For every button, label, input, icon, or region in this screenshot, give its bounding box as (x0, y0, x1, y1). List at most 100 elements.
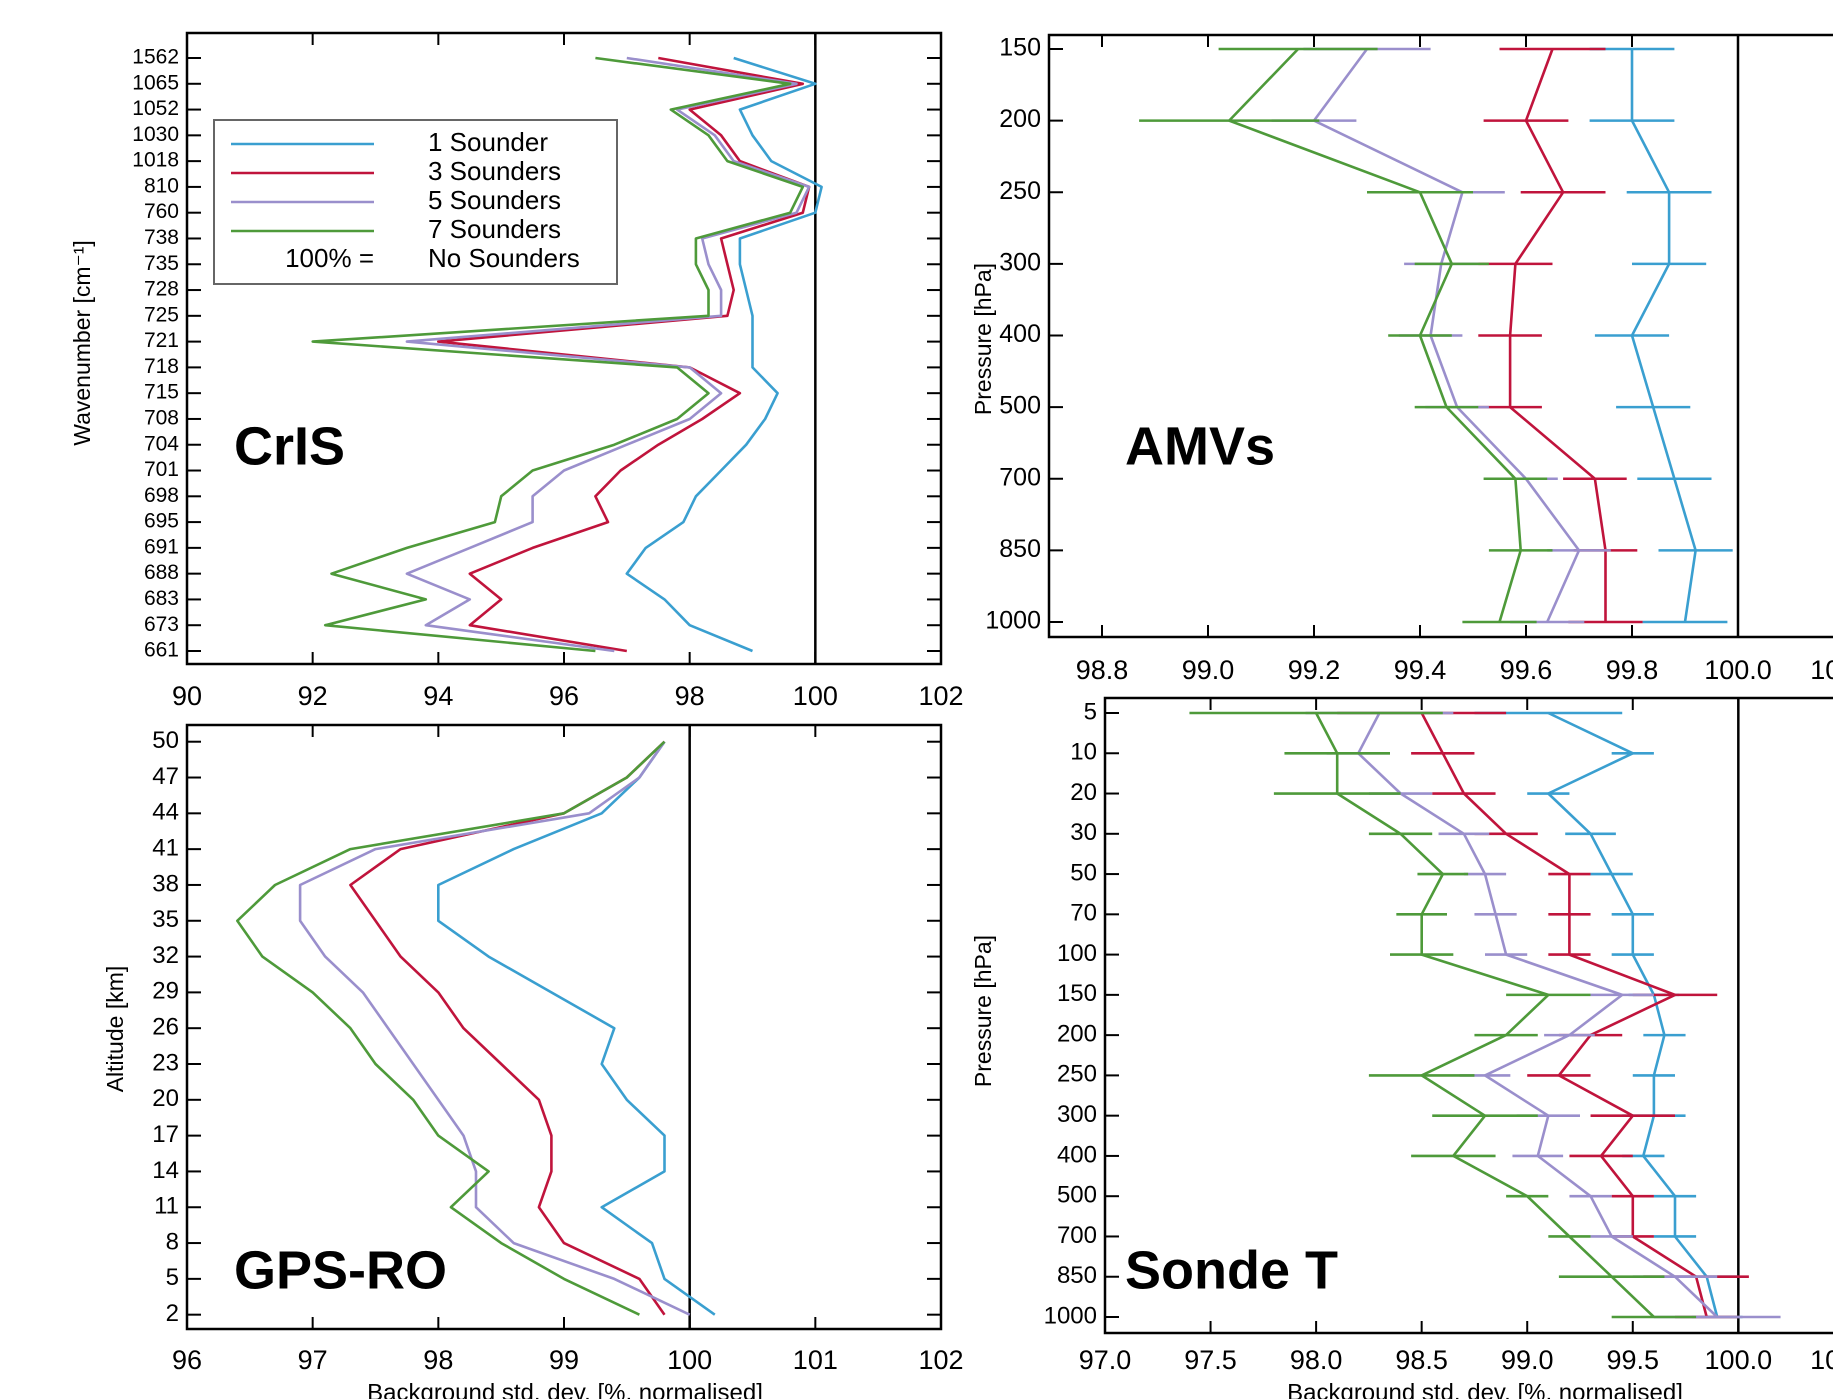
x-tick-label: 90 (172, 681, 202, 711)
y-tick-label: 300 (999, 248, 1041, 276)
legend-label: No Sounders (428, 243, 580, 273)
x-tick-label: 99.6 (1500, 655, 1553, 685)
y-tick-label: 704 (144, 432, 179, 455)
y-tick-label: 50 (152, 727, 179, 754)
y-tick-label: 250 (1057, 1061, 1097, 1088)
legend-label: 5 Sounders (428, 185, 561, 215)
x-tick-label: 98 (423, 1345, 453, 1375)
series-line (1357, 712, 1719, 1318)
x-tick-label: 100.0 (1705, 1345, 1773, 1375)
axis-title: Pressure [hPa] (970, 935, 996, 1087)
x-tick-label: 99.0 (1501, 1345, 1554, 1375)
y-tick-label: 26 (152, 1014, 179, 1041)
panel-label: CrIS (234, 416, 345, 476)
x-tick-label: 96 (549, 681, 579, 711)
y-tick-label: 1018 (132, 149, 179, 172)
y-tick-label: 850 (1057, 1262, 1097, 1289)
y-tick-label: 17 (152, 1121, 179, 1148)
x-tick-label: 97.5 (1184, 1345, 1237, 1375)
series-line (1314, 712, 1655, 1318)
y-tick-label: 300 (1057, 1101, 1097, 1128)
y-tick-label: 1030 (132, 123, 179, 146)
y-tick-label: 725 (144, 303, 179, 326)
y-tick-label: 8 (166, 1228, 179, 1255)
series-line (298, 740, 691, 1316)
y-tick-label: 691 (144, 535, 179, 558)
y-tick-label: 735 (144, 252, 179, 275)
y-tick-label: 44 (152, 799, 179, 826)
series-line (437, 740, 716, 1316)
y-tick-label: 673 (144, 613, 179, 636)
y-tick-label: 250 (999, 177, 1041, 205)
y-tick-label: 10 (1070, 739, 1097, 766)
y-tick-label: 100 (1057, 940, 1097, 967)
y-tick-label: 11 (154, 1193, 179, 1220)
axis-title: Background std. dev. [%, normalised] (1287, 1379, 1683, 1399)
x-tick-label: 99 (549, 1345, 579, 1375)
y-tick-label: 14 (152, 1157, 179, 1184)
y-tick-label: 1000 (985, 607, 1041, 635)
y-tick-label: 150 (1057, 980, 1097, 1007)
x-tick-label: 96 (172, 1345, 202, 1375)
y-tick-label: 810 (144, 174, 179, 197)
x-tick-label: 92 (298, 681, 328, 711)
x-tick-label: 101 (793, 1345, 838, 1375)
y-tick-label: 695 (144, 510, 179, 533)
plot-frame (1103, 696, 1833, 1335)
y-tick-label: 718 (144, 355, 179, 378)
axis-title: Wavenumber [cm⁻¹] (69, 240, 95, 446)
series-line (1547, 711, 1719, 1318)
x-tick-label: 99.8 (1606, 655, 1659, 685)
y-tick-label: 23 (152, 1049, 179, 1076)
y-tick-label: 738 (144, 226, 179, 249)
y-tick-label: 38 (152, 870, 179, 897)
y-tick-label: 715 (144, 381, 179, 404)
legend-label: 7 Sounders (428, 214, 561, 244)
y-tick-label: 700 (1057, 1222, 1097, 1249)
axis-title: Altitude [km] (102, 966, 128, 1093)
x-tick-label: 100 (793, 681, 838, 711)
y-tick-label: 5 (1084, 698, 1097, 725)
series-line (437, 56, 811, 653)
x-tick-label: 98.0 (1290, 1345, 1343, 1375)
y-tick-label: 20 (152, 1085, 179, 1112)
y-tick-label: 500 (1057, 1182, 1097, 1209)
x-tick-label: 99.2 (1288, 655, 1341, 685)
y-tick-label: 1562 (132, 46, 179, 69)
panel-label: GPS-RO (234, 1240, 447, 1300)
plot-frame (185, 723, 943, 1331)
y-tick-label: 721 (144, 329, 179, 352)
x-tick-label: 99.5 (1606, 1345, 1659, 1375)
series-line (1227, 48, 1522, 623)
legend-label: 3 Sounders (428, 156, 561, 186)
y-tick-label: 850 (999, 535, 1041, 563)
y-tick-label: 698 (144, 484, 179, 507)
y-tick-label: 47 (152, 763, 179, 790)
x-tick-label: 98.5 (1395, 1345, 1448, 1375)
series-line (625, 56, 823, 653)
x-tick-label: 100.0 (1704, 655, 1772, 685)
y-tick-label: 683 (144, 587, 179, 610)
x-tick-label: 99.4 (1394, 655, 1447, 685)
legend-reference-label: 100% = (285, 243, 374, 273)
series-line (311, 56, 805, 653)
x-tick-label: 97 (298, 1345, 328, 1375)
x-tick-label: 100 (667, 1345, 712, 1375)
x-tick-label: 99.0 (1182, 655, 1235, 685)
y-tick-label: 728 (144, 278, 179, 301)
x-tick-label: 98 (675, 681, 705, 711)
x-tick-label: 102 (918, 681, 963, 711)
y-tick-label: 30 (1070, 819, 1097, 846)
y-tick-label: 400 (1057, 1141, 1097, 1168)
series-line (349, 740, 666, 1316)
y-tick-label: 35 (152, 906, 179, 933)
x-tick-label: 97.0 (1079, 1345, 1132, 1375)
y-tick-label: 41 (152, 834, 179, 861)
y-tick-label: 760 (144, 200, 179, 223)
plot-frame (1047, 33, 1833, 639)
y-tick-label: 661 (144, 639, 179, 662)
y-tick-label: 20 (1070, 779, 1097, 806)
y-tick-label: 1000 (1044, 1302, 1097, 1329)
y-tick-label: 150 (999, 34, 1041, 62)
